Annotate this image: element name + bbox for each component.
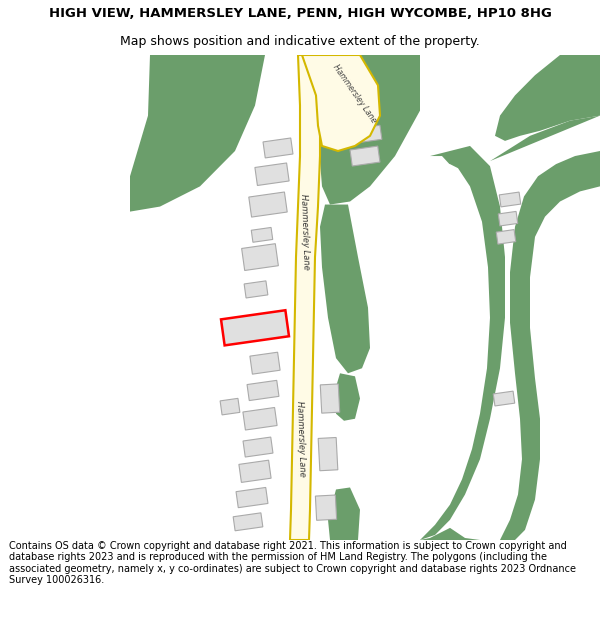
- Text: HIGH VIEW, HAMMERSLEY LANE, PENN, HIGH WYCOMBE, HP10 8HG: HIGH VIEW, HAMMERSLEY LANE, PENN, HIGH W…: [49, 8, 551, 20]
- Polygon shape: [320, 204, 370, 373]
- Text: Hammersley Lane: Hammersley Lane: [331, 62, 379, 124]
- Text: Map shows position and indicative extent of the property.: Map shows position and indicative extent…: [120, 35, 480, 48]
- Bar: [316, 495, 337, 520]
- Polygon shape: [318, 55, 420, 204]
- Bar: [493, 391, 515, 406]
- Bar: [358, 125, 382, 142]
- Text: Hammersley Lane: Hammersley Lane: [299, 194, 311, 270]
- Text: Hammersley Lane: Hammersley Lane: [295, 401, 307, 477]
- Polygon shape: [495, 55, 600, 141]
- Bar: [499, 192, 521, 207]
- Bar: [350, 146, 380, 166]
- Polygon shape: [420, 528, 480, 540]
- Bar: [498, 211, 518, 226]
- Bar: [255, 163, 289, 186]
- Polygon shape: [290, 55, 320, 540]
- Bar: [263, 138, 293, 158]
- Bar: [239, 460, 271, 482]
- Bar: [243, 437, 273, 457]
- Polygon shape: [410, 146, 505, 540]
- Polygon shape: [395, 164, 490, 540]
- Text: Contains OS data © Crown copyright and database right 2021. This information is : Contains OS data © Crown copyright and d…: [9, 541, 576, 586]
- Polygon shape: [328, 488, 360, 540]
- Bar: [242, 244, 278, 271]
- Bar: [318, 438, 338, 471]
- Bar: [236, 488, 268, 508]
- Bar: [250, 352, 280, 374]
- Bar: [251, 228, 273, 242]
- Bar: [233, 513, 263, 531]
- Bar: [320, 384, 340, 413]
- Bar: [496, 229, 516, 244]
- Bar: [243, 408, 277, 430]
- Bar: [249, 192, 287, 217]
- Polygon shape: [490, 116, 600, 540]
- Polygon shape: [334, 373, 360, 421]
- Polygon shape: [130, 55, 265, 212]
- Bar: [221, 310, 289, 346]
- Bar: [247, 381, 279, 401]
- Bar: [220, 398, 240, 415]
- Bar: [244, 281, 268, 298]
- Polygon shape: [302, 55, 380, 151]
